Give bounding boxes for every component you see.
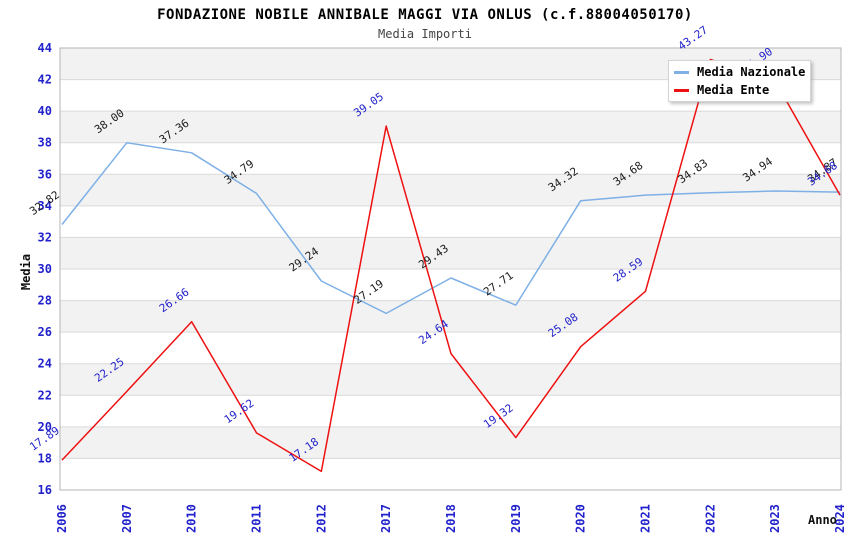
svg-text:44: 44 xyxy=(38,41,52,55)
svg-text:22: 22 xyxy=(38,388,52,402)
svg-text:36: 36 xyxy=(38,167,52,181)
svg-text:2011: 2011 xyxy=(250,504,264,533)
svg-text:20: 20 xyxy=(38,420,52,434)
legend-item-media-ente: Media Ente xyxy=(674,83,805,97)
legend-label-media-ente: Media Ente xyxy=(697,83,770,97)
svg-text:32: 32 xyxy=(38,230,52,244)
legend-swatch-media-ente-icon xyxy=(674,88,689,92)
legend: Media Nazionale Media Ente xyxy=(668,60,811,102)
svg-text:2010: 2010 xyxy=(185,504,199,533)
svg-text:32.82: 32.82 xyxy=(27,188,62,218)
svg-text:2024: 2024 xyxy=(833,504,847,533)
svg-text:2006: 2006 xyxy=(55,504,69,533)
svg-text:2023: 2023 xyxy=(768,504,782,533)
svg-text:2020: 2020 xyxy=(574,504,588,533)
svg-text:2019: 2019 xyxy=(509,504,523,533)
svg-text:2018: 2018 xyxy=(444,504,458,533)
svg-text:2022: 2022 xyxy=(703,504,717,533)
svg-text:30: 30 xyxy=(38,262,52,276)
svg-text:42: 42 xyxy=(38,73,52,87)
legend-item-media-nazionale: Media Nazionale xyxy=(674,65,805,79)
svg-text:Media: Media xyxy=(19,254,33,290)
svg-text:28: 28 xyxy=(38,294,52,308)
svg-text:2021: 2021 xyxy=(639,504,653,533)
legend-swatch-media-nazionale-icon xyxy=(674,70,689,74)
svg-text:34: 34 xyxy=(38,199,52,213)
svg-text:Anno: Anno xyxy=(808,513,837,527)
svg-text:26: 26 xyxy=(38,325,52,339)
svg-text:40: 40 xyxy=(38,104,52,118)
svg-text:2012: 2012 xyxy=(314,504,328,533)
chart-title: FONDAZIONE NOBILE ANNIBALE MAGGI VIA ONL… xyxy=(157,7,693,23)
legend-label-media-nazionale: Media Nazionale xyxy=(697,65,806,79)
svg-text:38: 38 xyxy=(38,136,52,150)
chart-subtitle: Media Importi xyxy=(378,27,472,41)
svg-text:2007: 2007 xyxy=(120,504,134,533)
svg-text:18: 18 xyxy=(38,451,52,465)
svg-text:16: 16 xyxy=(38,483,52,497)
svg-text:2017: 2017 xyxy=(379,504,393,533)
svg-text:24: 24 xyxy=(38,357,52,371)
